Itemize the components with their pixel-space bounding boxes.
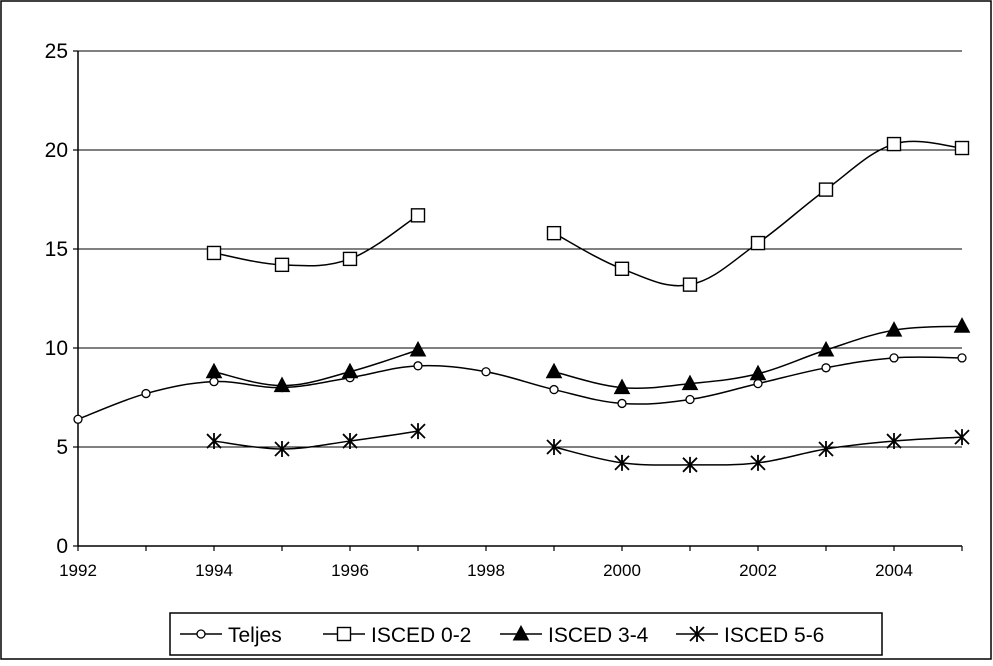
y-tick-label: 5 xyxy=(56,436,68,459)
data-point xyxy=(549,384,559,395)
legend-item: ISCED 5-6 xyxy=(676,624,824,647)
data-point xyxy=(613,378,631,395)
legend-label: ISCED 5-6 xyxy=(724,624,824,647)
data-point xyxy=(545,362,563,379)
data-point xyxy=(614,454,630,471)
series-line xyxy=(77,356,963,420)
data-point xyxy=(410,208,426,223)
data-point xyxy=(206,245,222,261)
data-point xyxy=(818,440,834,457)
y-tick-label: 25 xyxy=(45,40,68,63)
data-point xyxy=(274,257,290,273)
legend-label: ISCED 0-2 xyxy=(371,624,471,647)
data-point xyxy=(954,140,970,156)
data-point xyxy=(410,423,426,440)
data-point xyxy=(342,251,358,267)
data-point xyxy=(685,394,695,405)
legend-box xyxy=(169,612,883,656)
x-tick-label: 2002 xyxy=(739,561,777,580)
data-point xyxy=(818,182,834,197)
y-tick-label: 0 xyxy=(56,535,68,558)
data-point xyxy=(750,454,766,471)
data-point xyxy=(682,277,698,292)
data-point xyxy=(481,367,491,377)
series-isced-0-2 xyxy=(206,136,970,292)
data-point xyxy=(889,353,899,363)
legend-item: ISCED 3-4 xyxy=(500,624,649,647)
legend-marker xyxy=(512,624,530,641)
data-point xyxy=(886,136,902,152)
data-point xyxy=(885,321,903,337)
x-tick-label: 1998 xyxy=(467,561,505,580)
legend-marker xyxy=(196,629,206,639)
data-point xyxy=(957,353,967,363)
data-point xyxy=(205,362,223,379)
legend-marker xyxy=(689,626,705,642)
data-point xyxy=(73,414,83,424)
data-point xyxy=(953,317,971,333)
x-tick-label: 1996 xyxy=(331,561,369,580)
data-point xyxy=(821,363,831,373)
data-point xyxy=(617,398,627,409)
data-point xyxy=(546,439,562,455)
data-point xyxy=(209,377,219,387)
data-point xyxy=(886,433,902,450)
y-tick-label: 15 xyxy=(45,238,68,261)
axes: 0 5 10 15 20 25 1992 1994 1996 1998 2000 2002 2004 xyxy=(45,40,963,580)
data-point xyxy=(273,376,291,393)
legend-marker xyxy=(336,626,352,642)
legend-item: Teljes xyxy=(180,624,282,647)
legend-label: Teljes xyxy=(228,624,282,647)
x-tick-label: 1992 xyxy=(59,561,97,580)
legend-item: ISCED 0-2 xyxy=(323,624,471,647)
series-teljes xyxy=(73,353,967,424)
data-point xyxy=(341,362,359,379)
series-isced-5-6 xyxy=(206,423,970,473)
data-point xyxy=(206,433,222,450)
data-point xyxy=(682,456,698,473)
y-tick-label: 10 xyxy=(45,337,68,360)
data-point xyxy=(614,261,630,276)
series-line xyxy=(213,430,419,450)
data-point xyxy=(681,374,699,391)
x-tick-label: 1994 xyxy=(195,561,233,580)
legend-label: ISCED 3-4 xyxy=(548,624,649,647)
y-tick-label: 20 xyxy=(45,139,68,162)
data-point xyxy=(342,433,358,450)
series-isced-3-4 xyxy=(205,317,971,395)
data-point xyxy=(546,225,562,241)
series-line xyxy=(213,349,419,387)
data-point xyxy=(954,429,970,446)
data-point xyxy=(413,361,423,371)
series-line xyxy=(213,214,419,267)
x-tick-label: 2000 xyxy=(603,561,641,580)
legend: Teljes ISCED 0-2 ISCED 3-4 ISCED 5-6 xyxy=(169,612,883,656)
data-point xyxy=(753,378,763,389)
data-point xyxy=(274,440,290,457)
data-point xyxy=(817,340,835,357)
x-tick-label: 2004 xyxy=(875,561,913,580)
data-point xyxy=(409,340,427,357)
data-point xyxy=(749,364,767,381)
data-point xyxy=(141,388,151,399)
grid-lines xyxy=(78,50,962,448)
data-point xyxy=(750,235,766,251)
series-lines xyxy=(73,136,971,473)
